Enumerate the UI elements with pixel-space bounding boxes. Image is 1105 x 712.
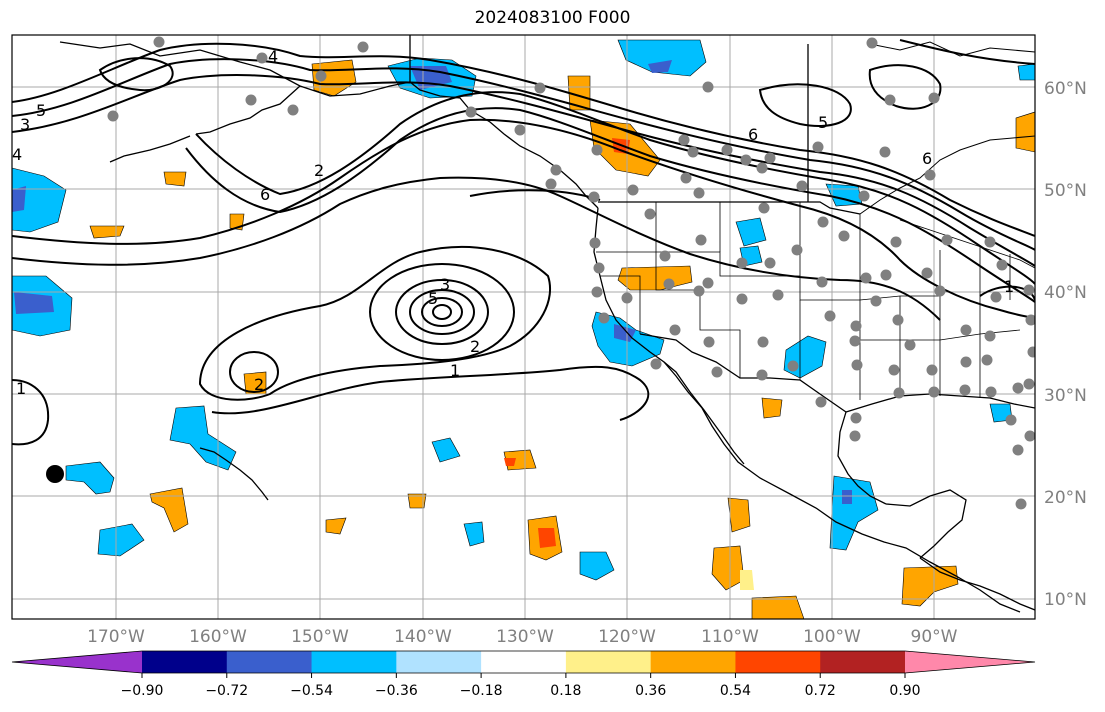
longitude-labels: 170°W 160°W 150°W 140°W 130°W 120°W 110°… [87,627,958,647]
colorbar-segment [650,651,736,673]
lat-label: 20°N [1044,488,1087,508]
lat-label: 30°N [1044,386,1087,406]
colorbar-segment [396,651,482,673]
colorbar-tick-label: −0.36 [375,683,418,699]
colorbar-extend-max [905,651,1035,673]
lon-label: 130°W [496,627,554,647]
colorbar-segment [226,651,313,673]
colorbar-segment [820,651,906,673]
contour-label: 6 [922,149,932,168]
colorbar-segment [142,651,228,673]
lat-label: 60°N [1044,79,1087,99]
lon-label: 90°W [911,627,958,647]
map-frame [11,34,1036,620]
contour-label: 2 [254,375,264,394]
contour-label: 2 [314,161,324,180]
contour-label: 5 [428,289,438,308]
lon-label: 110°W [701,627,759,647]
contour-label: 1 [450,361,460,380]
colorbar-tick-label: 0.72 [805,683,836,699]
colorbar-segment [735,651,821,673]
lat-label: 50°N [1044,181,1087,201]
colorbar-tick-label: 0.18 [550,683,581,699]
colorbar-segment [311,651,397,673]
colorbar: −0.90 −0.72 −0.54 −0.36 −0.18 0.18 0.36 0.54 0.7… [11,650,1036,699]
contour-label: 6 [748,125,758,144]
lat-label: 10°N [1044,590,1087,610]
contour-label: 3 [440,275,450,294]
colorbar-tick-label: −0.90 [121,683,164,699]
contour-lines [12,39,1035,446]
contour-label: 4 [12,145,22,164]
lon-label: 100°W [803,627,861,647]
map-title: 2024083100 F000 [474,8,631,28]
coastlines [59,35,1035,613]
colorbar-extend-min [12,651,142,673]
lon-label: 120°W [598,627,656,647]
contour-label: 3 [20,115,30,134]
latitude-labels: 60°N 50°N 40°N 30°N 20°N 10°N [1044,79,1087,610]
lon-label: 150°W [291,627,349,647]
colorbar-tick-label: −0.72 [205,683,248,699]
contour-label-layer: 3 4 5 6 2 1 4 5 6 3 2 1 5 6 2 1 [12,47,1014,398]
storm-marker [46,465,64,483]
colorbar-segment [565,651,652,673]
graticule [12,35,1035,619]
colorbar-tick-label: −0.18 [460,683,503,699]
lon-label: 140°W [394,627,452,647]
lat-label: 40°N [1044,283,1087,303]
lon-label: 160°W [189,627,247,647]
colorbar-tick-label: 0.36 [635,683,666,699]
contour-label: 6 [260,185,270,204]
contour-label: 4 [268,47,278,66]
contour-label: 2 [470,337,480,356]
contour-label: 5 [36,101,46,120]
station-dots [107,36,1035,510]
colorbar-tick-label: 0.90 [889,683,920,699]
contour-label: 5 [818,113,828,132]
colorbar-tick-label: −0.54 [290,683,333,699]
colorbar-segment [481,651,567,673]
contour-label: 1 [16,379,26,398]
contour-label: 1 [1004,277,1014,296]
colorbar-tick-label: 0.54 [720,683,751,699]
lon-label: 170°W [87,627,145,647]
